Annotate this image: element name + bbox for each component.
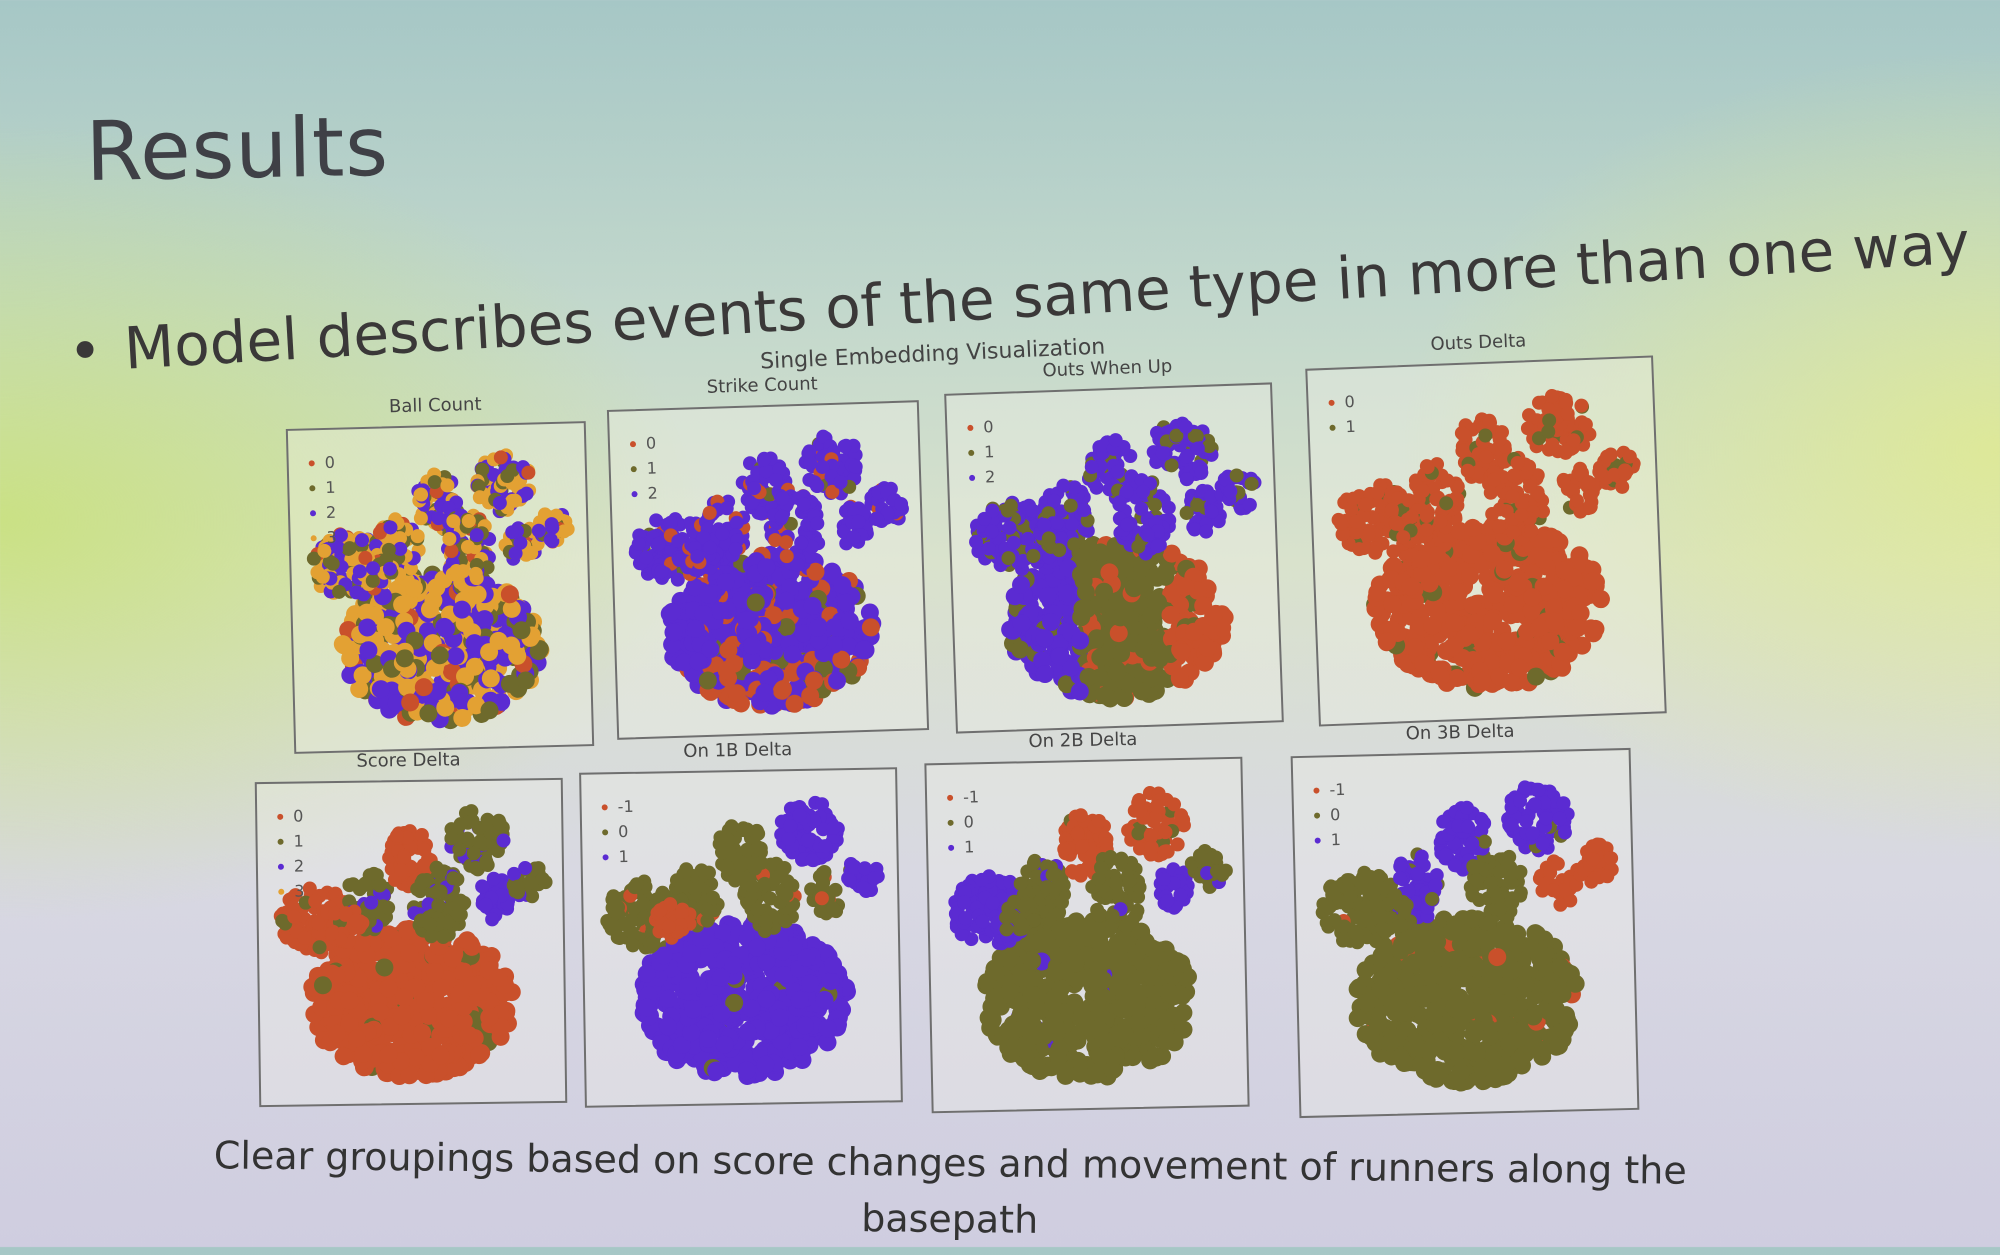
plot-title: Score Delta	[254, 748, 562, 773]
legend-entry: 0	[967, 414, 994, 440]
legend-marker-icon	[631, 491, 637, 497]
legend-label: 1	[984, 439, 995, 464]
legend-label: 2	[326, 500, 337, 525]
scatter-points	[1305, 355, 1666, 726]
legend-label: 2	[294, 853, 305, 878]
legend-label: 3	[326, 525, 337, 550]
legend-entry: 0	[308, 450, 335, 476]
slide-title: Results	[85, 100, 390, 200]
legend-marker-icon	[967, 424, 973, 430]
legend-label: 0	[646, 430, 657, 455]
legend-entry: 2	[969, 464, 996, 490]
legend-marker-icon	[311, 535, 317, 541]
legend-marker-icon	[968, 449, 974, 455]
legend-entry: 0	[630, 430, 657, 456]
legend-entry: 1	[1329, 414, 1356, 440]
legend-marker-icon	[278, 838, 284, 844]
legend-entry: 3	[310, 525, 337, 551]
legend-entry: 2	[631, 480, 658, 506]
legend-label: 0	[324, 450, 335, 475]
legend-label: 0	[1344, 389, 1355, 414]
legend-label: 2	[985, 464, 996, 489]
legend-marker-icon	[630, 441, 636, 447]
legend-label: 1	[1345, 414, 1356, 439]
plot-title: On 1B Delta	[579, 737, 897, 764]
legend-label: 1	[646, 455, 657, 480]
legend-marker-icon	[1329, 424, 1335, 430]
plot-title: Outs Delta	[1304, 325, 1653, 359]
legend-marker-icon	[309, 460, 315, 466]
legend-marker-icon	[309, 485, 315, 491]
legend-entry: 2	[278, 853, 305, 878]
legend-marker-icon	[278, 863, 284, 869]
legend-marker-icon	[310, 510, 316, 516]
legend-label: 2	[647, 480, 658, 505]
plot-title: Strike Count	[606, 370, 919, 401]
legend-entry: 1	[309, 475, 336, 501]
legend-entry: 1	[630, 455, 657, 481]
legend-entry: 3	[278, 878, 305, 903]
legend-marker-icon	[631, 466, 637, 472]
legend-entry: 0	[277, 803, 304, 828]
legend-entry: 2	[310, 500, 337, 526]
legend-marker-icon	[277, 813, 283, 819]
legend-entry: 1	[277, 828, 304, 853]
legend-label: 3	[294, 878, 305, 903]
scatter-points	[944, 382, 1284, 733]
legend-label: 0	[293, 803, 304, 828]
legend-marker-icon	[969, 474, 975, 480]
legend-entry: 1	[968, 439, 995, 465]
plot-title: Ball Count	[285, 391, 585, 420]
legend-label: 1	[325, 475, 336, 500]
legend-entry: 0	[1328, 389, 1355, 415]
legend-label: 1	[293, 828, 304, 853]
legend-marker-icon	[278, 888, 284, 894]
legend-label: 0	[983, 414, 994, 439]
bullet-icon: •	[66, 316, 104, 386]
legend-marker-icon	[1328, 399, 1334, 405]
